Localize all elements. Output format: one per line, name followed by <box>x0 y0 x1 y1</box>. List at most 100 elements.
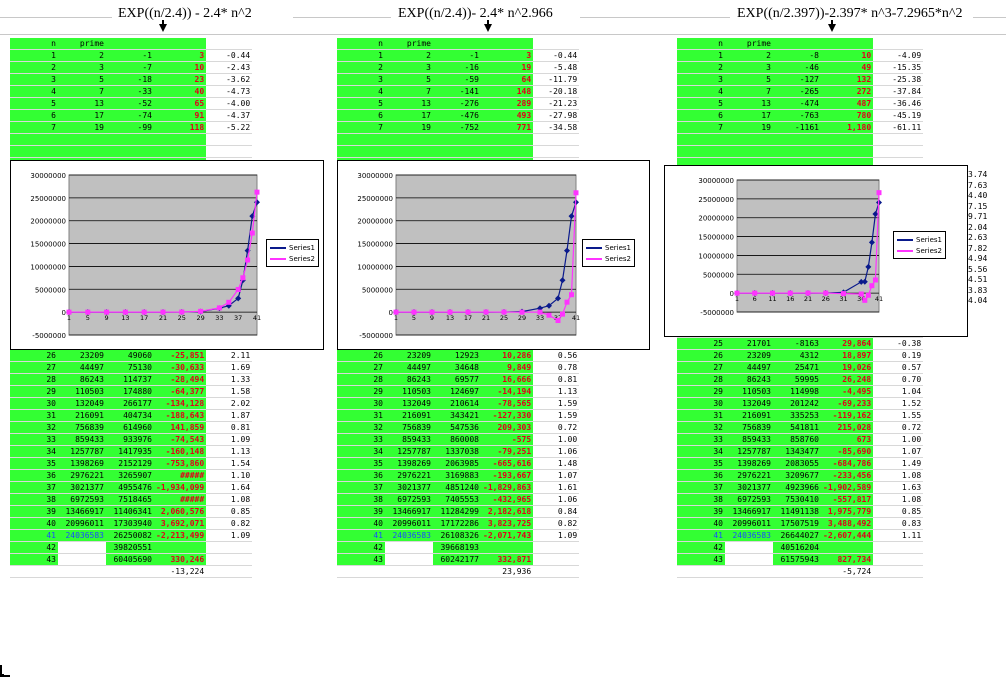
table-cell[interactable]: 1.64 <box>206 481 253 494</box>
table-cell[interactable]: 24036583 <box>385 529 433 542</box>
table-cell[interactable]: 10 <box>154 61 207 74</box>
table-cell[interactable]: 17 <box>58 109 106 122</box>
table-cell[interactable]: 114998 <box>773 385 821 398</box>
table-cell[interactable]: 33 <box>677 433 725 446</box>
table-cell[interactable]: 13466917 <box>58 505 106 518</box>
table-cell[interactable]: 18,897 <box>821 349 874 362</box>
table-cell[interactable] <box>106 145 154 158</box>
table-cell[interactable]: -25,851 <box>154 349 207 362</box>
header-n[interactable]: n <box>337 38 385 50</box>
table-cell[interactable]: 1.07 <box>873 445 924 458</box>
table-cell[interactable]: -74,543 <box>154 433 207 446</box>
table-cell[interactable] <box>433 145 481 158</box>
table-cell[interactable]: 1.06 <box>533 493 580 506</box>
table-cell[interactable] <box>10 565 58 578</box>
table-cell[interactable]: 3 <box>385 61 433 74</box>
table-cell[interactable] <box>58 565 106 578</box>
table-cell[interactable]: 1.06 <box>533 445 580 458</box>
table-cell[interactable]: 3209677 <box>773 469 821 482</box>
table-cell[interactable]: 1.00 <box>533 433 580 446</box>
table-cell[interactable]: -5.48 <box>533 61 580 74</box>
table-cell[interactable]: 26,248 <box>821 373 874 386</box>
table-cell[interactable]: 13466917 <box>385 505 433 518</box>
table-cell[interactable] <box>337 133 385 146</box>
table-cell[interactable]: 25 <box>677 337 725 350</box>
footer-total[interactable]: -5,724 <box>821 565 874 578</box>
table-cell[interactable]: 32 <box>677 421 725 434</box>
table-cell[interactable]: 19 <box>58 121 106 134</box>
table-cell[interactable] <box>385 553 433 566</box>
table-cell[interactable]: 35 <box>337 457 385 470</box>
header-n[interactable]: n <box>10 38 58 50</box>
table-cell[interactable]: 23209 <box>385 349 433 362</box>
table-cell[interactable] <box>533 541 580 554</box>
table-cell[interactable]: -4,495 <box>821 385 874 398</box>
table-cell[interactable]: 29 <box>337 385 385 398</box>
table-cell[interactable]: 6972593 <box>58 493 106 506</box>
table-cell[interactable]: 404734 <box>106 409 154 422</box>
table-cell[interactable]: 7 <box>10 121 58 134</box>
table-cell[interactable]: 1.49 <box>873 457 924 470</box>
table-cell[interactable]: 332,871 <box>481 553 534 566</box>
table-cell[interactable]: -2,607,444 <box>821 529 874 542</box>
table-cell[interactable] <box>154 541 207 554</box>
table-cell[interactable]: 3 <box>677 73 725 86</box>
table-cell[interactable] <box>206 145 253 158</box>
table-cell[interactable]: 860008 <box>433 433 481 446</box>
table-cell[interactable]: 13 <box>58 97 106 110</box>
table-cell[interactable]: -20.18 <box>533 85 580 98</box>
table-cell[interactable] <box>873 145 924 158</box>
table-cell[interactable]: 36 <box>337 469 385 482</box>
header-cell[interactable] <box>873 38 924 50</box>
table-cell[interactable]: 23 <box>154 73 207 86</box>
table-cell[interactable] <box>206 565 253 578</box>
table-cell[interactable]: 289 <box>481 97 534 110</box>
table-cell[interactable]: 1.10 <box>206 469 253 482</box>
table-cell[interactable]: 1.54 <box>206 457 253 470</box>
table-cell[interactable]: 2.11 <box>206 349 253 362</box>
table-cell[interactable] <box>481 145 534 158</box>
table-cell[interactable]: 493 <box>481 109 534 122</box>
table-cell[interactable]: 1.08 <box>873 469 924 482</box>
table-cell[interactable]: 11491138 <box>773 505 821 518</box>
table-cell[interactable]: 17 <box>725 109 773 122</box>
table-cell[interactable]: -34.58 <box>533 121 580 134</box>
table-cell[interactable]: 28 <box>337 373 385 386</box>
table-cell[interactable]: 43 <box>337 553 385 566</box>
table-cell[interactable] <box>677 133 725 146</box>
header-prime[interactable]: prime <box>725 38 773 50</box>
table-cell[interactable]: 7530410 <box>773 493 821 506</box>
table-cell[interactable]: 39668193 <box>433 541 481 554</box>
table-cell[interactable] <box>206 553 253 566</box>
table-cell[interactable]: 3265907 <box>106 469 154 482</box>
table-cell[interactable]: 771 <box>481 121 534 134</box>
table-cell[interactable]: 20996011 <box>58 517 106 530</box>
table-cell[interactable]: 1.13 <box>533 385 580 398</box>
table-cell[interactable]: 3021377 <box>58 481 106 494</box>
table-cell[interactable]: 0.82 <box>206 517 253 530</box>
table-cell[interactable]: 209,303 <box>481 421 534 434</box>
table-cell[interactable]: 3 <box>154 49 207 62</box>
table-cell[interactable]: 210614 <box>433 397 481 410</box>
table-cell[interactable]: -2,071,743 <box>481 529 534 542</box>
table-cell[interactable] <box>481 541 534 554</box>
table-cell[interactable]: 40516204 <box>773 541 821 554</box>
table-cell[interactable]: 215,028 <box>821 421 874 434</box>
table-cell[interactable] <box>154 133 207 146</box>
table-cell[interactable]: 266177 <box>106 397 154 410</box>
table-cell[interactable]: 5 <box>10 97 58 110</box>
table-cell[interactable]: 4312 <box>773 349 821 362</box>
table-cell[interactable]: 27 <box>337 361 385 374</box>
table-cell[interactable] <box>10 133 58 146</box>
table-cell[interactable]: 4 <box>677 85 725 98</box>
table-cell[interactable] <box>58 553 106 566</box>
table-cell[interactable] <box>433 133 481 146</box>
table-cell[interactable]: 31 <box>677 409 725 422</box>
table-cell[interactable]: 32 <box>10 421 58 434</box>
table-cell[interactable]: 1257787 <box>58 445 106 458</box>
table-cell[interactable] <box>206 541 253 554</box>
table-cell[interactable]: 2 <box>337 61 385 74</box>
table-cell[interactable]: 33 <box>10 433 58 446</box>
table-cell[interactable]: 1.33 <box>206 373 253 386</box>
header-cell[interactable] <box>433 38 481 50</box>
